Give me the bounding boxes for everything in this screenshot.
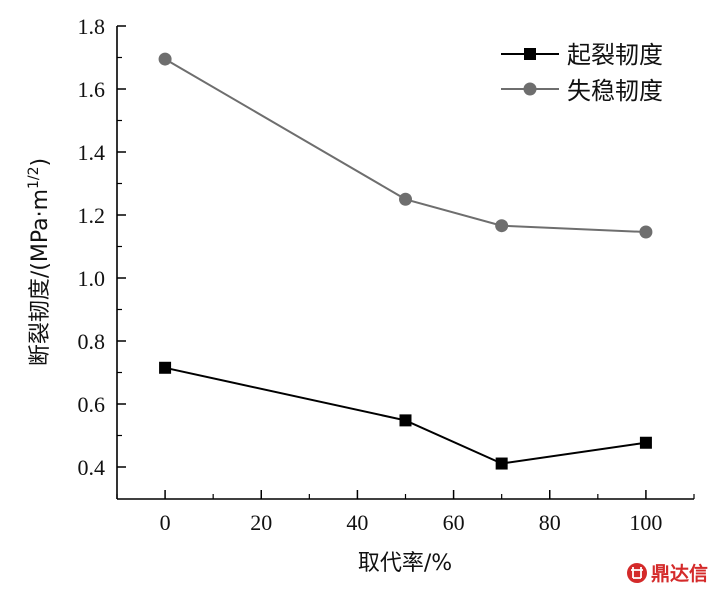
series-0-point-3: [639, 436, 652, 449]
y-axis-title-superscript: 1/2: [26, 166, 42, 189]
series-1-point-1: [399, 192, 412, 206]
y-ticks: 0.4 0.6 0.8 1.0 1.2 1.4 1.6 1.8: [78, 14, 126, 480]
x-tick-label-1: 20: [250, 510, 272, 535]
y-tick-label-7: 1.8: [78, 14, 106, 39]
series-1-point-0: [158, 52, 172, 66]
y-tick-label-6: 1.6: [78, 77, 106, 102]
series-layer: [158, 52, 653, 470]
y-tick-label-5: 1.4: [78, 140, 106, 165]
series-1-point-3: [639, 225, 653, 239]
series-0-point-0: [159, 361, 172, 374]
x-tick-label-2: 40: [346, 510, 368, 535]
legend-label-1: 失稳韧度: [567, 77, 663, 105]
y-axis-title: 断裂韧度/(MPa·m1/2): [26, 158, 53, 366]
series-line-1: [164, 58, 646, 233]
x-axis-title: 取代率/%: [358, 551, 452, 576]
y-axis-title-close: ): [28, 158, 53, 167]
legend: 起裂韧度 失稳韧度: [501, 41, 663, 105]
x-tick-label-0: 0: [160, 510, 171, 535]
x-ticks: 0 20 40 60 80 100: [116, 490, 695, 535]
series-1-point-2: [495, 219, 509, 233]
y-tick-label-4: 1.2: [78, 203, 106, 228]
legend-item-0: 起裂韧度: [501, 41, 663, 69]
y-tick-label-2: 0.8: [78, 329, 106, 354]
watermark: 鼎达信: [627, 562, 708, 585]
x-tick-label-3: 60: [443, 510, 465, 535]
y-tick-label-1: 0.6: [78, 392, 106, 417]
legend-marker-0: [524, 48, 536, 60]
y-axis-title-main: 断裂韧度/(MPa·m: [28, 189, 53, 366]
x-tick-label-4: 80: [539, 510, 561, 535]
watermark-text: 鼎达信: [651, 562, 708, 585]
legend-label-0: 起裂韧度: [567, 41, 663, 69]
series-0-point-2: [495, 457, 508, 470]
y-tick-label-3: 1.0: [78, 266, 106, 291]
series-line-0: [164, 366, 647, 465]
legend-item-1: 失稳韧度: [501, 77, 663, 105]
legend-marker-1: [523, 82, 537, 96]
seal-icon-glyph: [631, 567, 643, 579]
x-tick-label-5: 100: [629, 510, 662, 535]
y-tick-label-0: 0.4: [78, 455, 106, 480]
seal-icon: [627, 563, 647, 583]
series-0-point-1: [399, 414, 412, 427]
